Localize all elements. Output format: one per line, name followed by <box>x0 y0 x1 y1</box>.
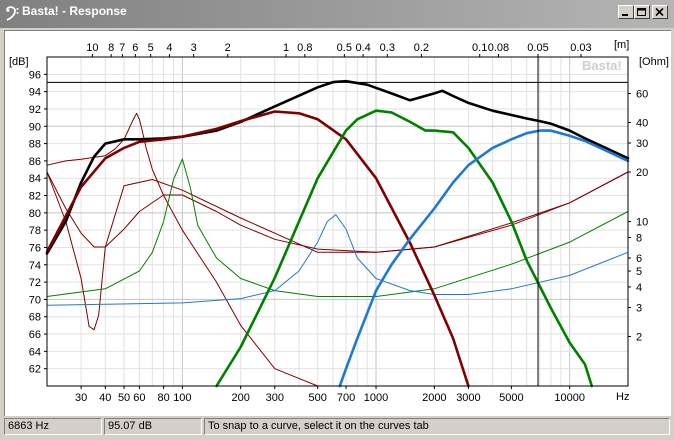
top-tick-label: 0.08 <box>488 42 509 54</box>
x-tick-label: 60 <box>133 392 145 404</box>
status-bar: 6863 Hz 95.07 dB To snap to a curve, sel… <box>4 418 670 436</box>
top-tick-label: 0.3 <box>380 42 395 54</box>
top-unit-label: [m] <box>614 39 629 51</box>
x-tick-label: 30 <box>75 392 87 404</box>
y-tick-label: 90 <box>29 121 41 133</box>
y-tick-label: 84 <box>29 173 41 185</box>
y-tick-label: 76 <box>29 242 41 254</box>
maximize-icon <box>637 8 646 16</box>
y2-tick-label: 4 <box>636 282 642 294</box>
curve-mid-response <box>215 109 594 388</box>
status-level: 95.07 dB <box>104 418 202 435</box>
curve-woofer-impedance <box>46 171 629 253</box>
cursor-crosshair <box>47 57 628 386</box>
top-tick-label: 10 <box>86 42 98 54</box>
top-tick-label: 3 <box>191 42 197 54</box>
y-tick-label: 80 <box>29 208 41 220</box>
plot-frame <box>46 56 629 387</box>
top-tick-label: 0.5 <box>337 42 352 54</box>
x-tick-label: 2000 <box>422 392 446 404</box>
y2-tick-label: 40 <box>636 117 648 129</box>
curve-total-response <box>45 79 630 255</box>
top-tick-label: 0.8 <box>297 42 312 54</box>
y-tick-label: 82 <box>29 191 41 203</box>
x-tick-label: 700 <box>337 392 355 404</box>
top-tick-label: 0.05 <box>527 42 548 54</box>
y2-tick-label: 10 <box>636 217 648 229</box>
curve-woofer-impedance <box>46 171 629 331</box>
x-tick-label: 10000 <box>554 392 585 404</box>
curve-woofer-response <box>45 110 470 388</box>
curve-tweeter-impedance <box>46 214 629 306</box>
y2-tick-label: 60 <box>636 88 648 100</box>
curve-tweeter-response <box>338 129 630 388</box>
y-tick-label: 64 <box>29 346 41 358</box>
top-tick-label: 0.2 <box>414 42 429 54</box>
x-tick-label: 3000 <box>456 392 480 404</box>
y2-tick-label: 2 <box>636 331 642 343</box>
top-tick-label: 2 <box>225 42 231 54</box>
y-tick-label: 62 <box>29 364 41 376</box>
top-tick-label: 0.03 <box>570 42 591 54</box>
minimize-button[interactable] <box>618 5 634 19</box>
tick-labels: 30 40 50 60 80 100 200 300 500 700 1000 2000 3000 500… <box>29 42 649 404</box>
x-tick-label: 40 <box>99 392 111 404</box>
y2-tick-label: 6 <box>636 253 642 265</box>
top-tick-label: 0.4 <box>355 42 370 54</box>
right-unit-label: [Ohm] <box>639 56 669 68</box>
y2-tick-label: 3 <box>636 303 642 315</box>
grid <box>47 56 628 387</box>
clef-icon <box>6 6 19 21</box>
top-tick-label: 5 <box>148 42 154 54</box>
curve-mid-impedance <box>46 158 629 297</box>
y-tick-label: 88 <box>29 139 41 151</box>
status-hint: To snap to a curve, select it on the cur… <box>204 418 670 435</box>
y2-tick-label: 5 <box>636 266 642 278</box>
x-tick-label: 500 <box>309 392 327 404</box>
window-title: Basta! - Response <box>22 4 127 18</box>
top-tick-label: 4 <box>166 42 172 54</box>
top-tick-label: 1 <box>283 42 289 54</box>
x-tick-label: 80 <box>157 392 169 404</box>
x-tick-label: 5000 <box>499 392 523 404</box>
maximize-button[interactable] <box>634 5 650 19</box>
x-tick-label: 50 <box>118 392 130 404</box>
curve-woofer-response <box>46 112 377 387</box>
status-frequency: 6863 Hz <box>4 418 102 435</box>
y-tick-label: 78 <box>29 225 41 237</box>
x-tick-label: 200 <box>231 392 249 404</box>
x-tick-label: 100 <box>173 392 191 404</box>
top-tick-label: 7 <box>119 42 125 54</box>
y-tick-label: 72 <box>29 277 41 289</box>
y-tick-label: 70 <box>29 294 41 306</box>
x-tick-label: 300 <box>266 392 284 404</box>
close-icon <box>655 8 664 17</box>
y2-tick-label: 30 <box>636 138 648 150</box>
close-button[interactable] <box>652 5 668 19</box>
title-bar: Basta! - Response <box>0 0 674 28</box>
top-tick-label: 6 <box>132 42 138 54</box>
y-tick-label: 86 <box>29 156 41 168</box>
y-tick-label: 92 <box>29 104 41 116</box>
y-tick-label: 66 <box>29 329 41 341</box>
y-tick-label: 68 <box>29 312 41 324</box>
y2-tick-label: 20 <box>636 167 648 179</box>
y2-tick-label: 8 <box>636 232 642 244</box>
curves <box>45 79 630 388</box>
minimize-icon <box>622 14 628 16</box>
watermark-logo: Basta! <box>582 58 622 73</box>
y-tick-label: 94 <box>29 87 41 99</box>
top-tick-label: 8 <box>108 42 114 54</box>
x-tick-label: 1000 <box>364 392 388 404</box>
bottom-unit-label: Hz <box>616 391 629 403</box>
y-tick-label: 74 <box>29 260 41 272</box>
top-tick-label: 0.1 <box>472 42 487 54</box>
left-unit-label: [dB] <box>9 56 29 68</box>
response-chart[interactable]: 30 40 50 60 80 100 200 300 500 700 1000 2000 3000 500… <box>5 31 671 416</box>
chart-panel[interactable]: 30 40 50 60 80 100 200 300 500 700 1000 2000 3000 500… <box>4 30 671 416</box>
y-tick-label: 96 <box>29 69 41 81</box>
